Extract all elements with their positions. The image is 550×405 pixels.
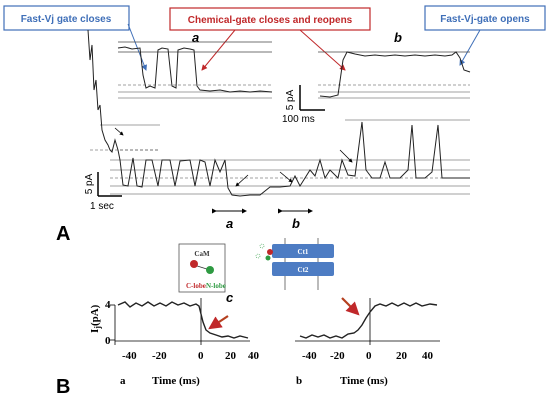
ct-diagram: Ct1 Ct2 [255,238,334,290]
svg-text:b: b [296,375,302,387]
callout-fast-vj-closes: Fast-Vj gate closes [3,5,130,31]
main-segment-a: a [212,208,247,231]
main-segment-b: b [278,208,313,231]
plot-b-b: -40 -20 0 20 40 Time (ms) b [295,297,440,387]
callout-chemical-gate: Chemical-gate closes and reopens [169,7,371,31]
callout-arrow-closes [127,23,147,71]
callout-fast-vj-opens: Fast-Vj-gate opens [424,5,546,31]
plot-b-a: 4 0 -40 -20 0 20 40 Time (ms) a Ij(pA) [89,298,260,387]
svg-text:a: a [120,375,126,387]
callout-arrow-chem-b [299,29,346,71]
svg-text:Fast-Vj-gate opens: Fast-Vj-gate opens [440,14,530,25]
svg-text:-40: -40 [302,350,317,362]
svg-text:N-lobe: N-lobe [206,282,226,290]
svg-text:5 pA: 5 pA [84,173,95,194]
svg-text:40: 40 [422,350,434,362]
svg-text:Fast-Vj gate closes: Fast-Vj gate closes [21,14,112,25]
cam-diagram: CaM C-lobe N-lobe [178,243,226,293]
svg-text:Ct1: Ct1 [298,248,309,256]
main-scale-bar: 5 pA 1 sec [84,172,122,212]
svg-text:-40: -40 [122,350,137,362]
svg-text:Time (ms): Time (ms) [152,375,200,387]
svg-text:Chemical-gate closes and reope: Chemical-gate closes and reopens [188,15,353,26]
inset-b: b [318,30,471,99]
svg-text:0: 0 [105,335,111,347]
sub-c-label: c [226,290,234,305]
svg-text:CaM: CaM [194,250,210,258]
svg-text:b: b [292,216,300,231]
svg-text:100 ms: 100 ms [282,114,315,125]
svg-text:0: 0 [198,350,204,362]
svg-text:5 pA: 5 pA [285,89,296,110]
svg-text:-20: -20 [152,350,167,362]
inset-scale-bar: 5 pA 100 ms [282,85,325,125]
svg-text:a: a [226,216,233,231]
svg-text:b: b [394,30,402,45]
svg-text:a: a [192,30,199,45]
panel-a-letter: A [56,223,70,245]
svg-text:Time (ms): Time (ms) [340,375,388,387]
callout-arrow-chem-a [201,29,236,71]
callout-arrow-opens [459,29,481,66]
svg-text:40: 40 [248,350,260,362]
svg-text:4: 4 [105,299,111,311]
svg-text:-20: -20 [330,350,345,362]
svg-text:20: 20 [396,350,408,362]
svg-text:0: 0 [366,350,372,362]
svg-text:Ct2: Ct2 [298,266,309,274]
svg-text:1 sec: 1 sec [90,201,114,212]
svg-text:C-lobe: C-lobe [186,282,206,290]
y-axis-label: Ij(pA) [89,304,102,333]
inset-a: a [117,30,273,99]
panel-b-letter: B [56,376,70,398]
main-trace [87,29,470,197]
svg-text:20: 20 [225,350,237,362]
